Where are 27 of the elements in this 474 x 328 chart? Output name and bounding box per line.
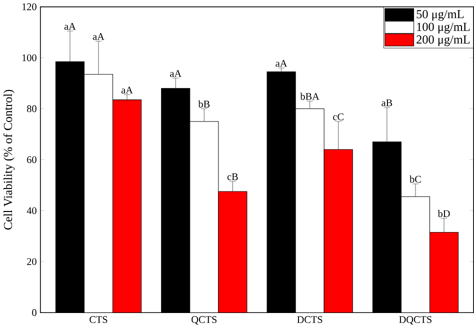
legend-label: 200 μg/mL — [416, 35, 470, 46]
annotation: aA — [64, 23, 76, 30]
legend-label: 50 μg/mL — [416, 10, 464, 21]
y-tick-label: 40 — [26, 207, 36, 214]
x-tick-label: DQCTS — [399, 316, 432, 325]
annotation: aA — [92, 33, 104, 40]
annotation: aA — [170, 70, 182, 77]
y-tick-label: 0 — [32, 309, 36, 316]
annotation: cB — [227, 173, 238, 180]
annotation: bBA — [300, 92, 320, 100]
annotation: aB — [382, 100, 392, 106]
y-tick-label: 60 — [27, 156, 36, 164]
annotation: cC — [333, 113, 344, 120]
annotation: aA — [276, 60, 288, 67]
y-tick-label: 20 — [27, 258, 36, 266]
y-tick-label: 80 — [27, 105, 36, 112]
y-axis-title: Cell Viability (% of Control) — [3, 90, 15, 230]
y-tick-label: 100 — [22, 54, 36, 62]
y-tick-label: 120 — [22, 3, 36, 10]
x-tick-label: CTS — [90, 316, 108, 324]
annotation: aA — [121, 86, 133, 94]
legend-label: 100 μg/mL — [417, 22, 470, 34]
x-tick-label: DCTS — [297, 316, 322, 324]
annotation: bC — [410, 176, 421, 183]
annotation: bD — [438, 210, 450, 218]
x-tick-label: QCTS — [192, 316, 217, 325]
annotation: bB — [198, 100, 210, 108]
